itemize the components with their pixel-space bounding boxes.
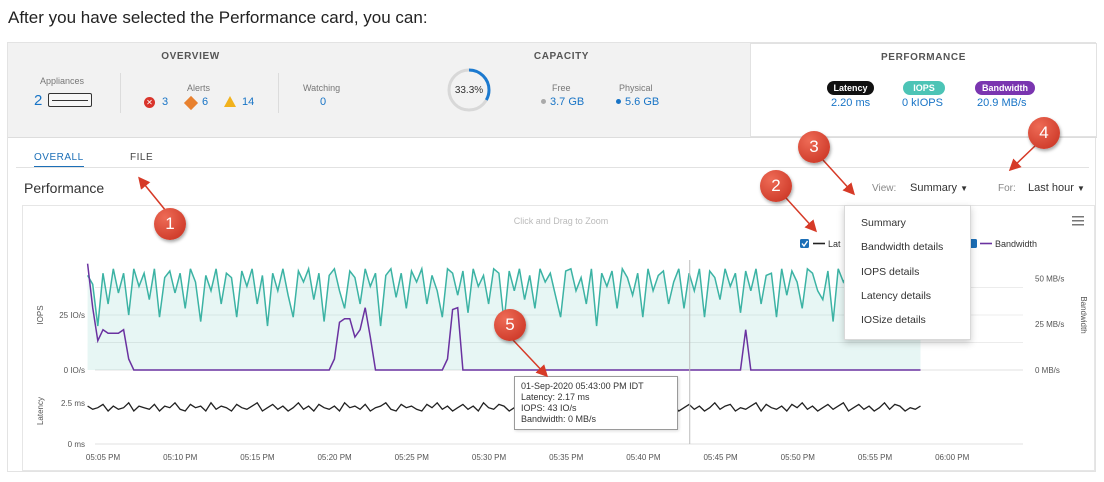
x-tick-label: 06:00 PM: [935, 453, 970, 462]
iops-tick-label: 0 IO/s: [64, 366, 85, 375]
for-label: For:: [998, 183, 1016, 194]
chevron-down-icon: ▼: [1076, 184, 1085, 193]
physical-label: Physical: [619, 83, 653, 93]
latency-value: 2.20 ms: [831, 97, 871, 109]
legend-bandwidth-label: Bandwidth: [995, 239, 1037, 249]
x-tick-label: 05:20 PM: [317, 453, 352, 462]
physical-value: 5.6 GB: [625, 96, 660, 108]
watching-count[interactable]: 0: [320, 96, 327, 108]
iops-pill: IOPS: [903, 81, 945, 95]
x-tick-label: 05:25 PM: [395, 453, 430, 462]
tab-overall[interactable]: OVERALL: [34, 152, 84, 168]
powerstore-dashboard: OVERVIEW Appliances 2 Alerts ✕ 3 6 14 Wa…: [7, 42, 1097, 472]
performance-card[interactable]: PERFORMANCE Latency 2.20 ms IOPS 0 kIOPS…: [750, 43, 1097, 137]
appliances-label: Appliances: [40, 76, 85, 86]
major-alert-icon: [183, 95, 199, 111]
callout-1: 1: [154, 208, 186, 240]
appliance-server-icon: [48, 93, 92, 107]
tooltip-bandwidth: Bandwidth: 0 MB/s: [521, 414, 597, 424]
latency-tick-label: 2.5 ms: [61, 399, 85, 408]
tooltip-latency: Latency: 2.17 ms: [521, 392, 590, 402]
tooltip-time: 01-Sep-2020 05:43:00 PM IDT: [521, 381, 644, 391]
latency-pill: Latency: [827, 81, 874, 95]
critical-alert-count[interactable]: 3: [162, 96, 169, 108]
x-tick-label: 05:05 PM: [86, 453, 121, 462]
callout-3-arrow: [822, 159, 856, 196]
bandwidth-tick-label: 0 MB/s: [1035, 366, 1060, 375]
callout-4-arrow: [1008, 144, 1037, 172]
legend-latency[interactable]: Lat: [800, 239, 841, 249]
x-tick-label: 05:40 PM: [626, 453, 661, 462]
x-tick-label: 05:45 PM: [703, 453, 738, 462]
series-latency-line: [87, 401, 921, 413]
for-dropdown[interactable]: Last hour ▼: [1028, 182, 1085, 194]
intro-text: After you have selected the Performance …: [8, 8, 428, 27]
free-dot-icon: [541, 99, 546, 104]
legend-bandwidth[interactable]: Bandwidth: [968, 239, 1037, 249]
x-tick-label: 05:10 PM: [163, 453, 198, 462]
minor-alert-icon: [224, 96, 236, 107]
x-tick-label: 05:15 PM: [240, 453, 275, 462]
chart-menu-icon[interactable]: [1072, 216, 1084, 226]
menu-item-iosize-details[interactable]: IOSize details: [861, 314, 926, 326]
overview-card-title: OVERVIEW: [161, 51, 220, 62]
chart-zoom-hint: Click and Drag to Zoom: [514, 216, 609, 226]
chart-tooltip: 01-Sep-2020 05:43:00 PM IDT Latency: 2.1…: [514, 376, 678, 430]
legend-latency-label: Lat: [828, 239, 841, 249]
tooltip-iops: IOPS: 43 IO/s: [521, 403, 577, 413]
view-dropdown-menu: Summary Bandwidth details IOPS details L…: [844, 205, 971, 340]
view-label: View:: [872, 183, 897, 194]
callout-3: 3: [798, 131, 830, 163]
bandwidth-axis-label: Bandwidth: [1079, 296, 1088, 333]
overview-card[interactable]: OVERVIEW Appliances 2 Alerts ✕ 3 6 14 Wa…: [8, 43, 373, 137]
view-dropdown-value: Summary: [910, 182, 958, 194]
bandwidth-pill: Bandwidth: [975, 81, 1035, 95]
minor-alert-count[interactable]: 14: [242, 96, 255, 108]
alerts-label: Alerts: [187, 83, 211, 93]
callout-2: 2: [760, 170, 792, 202]
chevron-down-icon: ▼: [960, 184, 969, 193]
performance-chart[interactable]: Click and Drag to Zoom Lat Bandwidth 05:…: [23, 206, 1094, 470]
major-alert-count[interactable]: 6: [202, 96, 209, 108]
iops-area: [87, 268, 921, 370]
appliances-count[interactable]: 2: [34, 92, 43, 109]
physical-dot-icon: [616, 99, 621, 104]
callout-4: 4: [1028, 117, 1060, 149]
view-dropdown[interactable]: Summary ▼: [910, 182, 968, 194]
x-tick-label: 05:50 PM: [781, 453, 816, 462]
free-label: Free: [552, 83, 571, 93]
capacity-donut: [447, 68, 491, 112]
menu-item-iops-details[interactable]: IOPS details: [861, 266, 920, 278]
for-dropdown-value: Last hour: [1028, 182, 1074, 194]
bandwidth-tick-label: 25 MB/s: [1035, 320, 1064, 329]
callout-5: 5: [494, 309, 526, 341]
bandwidth-tick-label: 50 MB/s: [1035, 274, 1064, 283]
watching-label: Watching: [303, 83, 341, 93]
latency-checkbox[interactable]: [800, 239, 809, 248]
x-tick-label: 05:30 PM: [472, 453, 507, 462]
series-bandwidth-line: [86, 263, 921, 371]
capacity-card[interactable]: CAPACITY 33.3% Free 3.7 GB Physical 5.6 …: [379, 43, 744, 137]
x-tick-label: 05:35 PM: [549, 453, 584, 462]
latency-tick-label: 0 ms: [68, 440, 85, 449]
x-tick-label: 05:55 PM: [858, 453, 893, 462]
iops-value: 0 kIOPS: [902, 97, 943, 109]
iops-axis-label: IOPS: [36, 305, 45, 324]
bandwidth-value: 20.9 MB/s: [977, 97, 1027, 109]
summary-cards: OVERVIEW Appliances 2 Alerts ✕ 3 6 14 Wa…: [8, 43, 1097, 137]
performance-card-title: PERFORMANCE: [881, 52, 966, 63]
capacity-card-title: CAPACITY: [533, 51, 590, 62]
menu-item-latency-details[interactable]: Latency details: [861, 290, 932, 302]
menu-item-bandwidth-details[interactable]: Bandwidth details: [861, 241, 944, 253]
capacity-percent: 33.3%: [454, 85, 484, 96]
free-value: 3.7 GB: [550, 96, 585, 108]
page-title: Performance: [24, 180, 105, 196]
latency-axis-label: Latency: [36, 397, 45, 425]
tab-file[interactable]: FILE: [130, 152, 154, 163]
menu-item-summary[interactable]: Summary: [861, 217, 906, 229]
iops-tick-label: 25 IO/s: [59, 311, 85, 320]
critical-alert-icon: ✕: [144, 97, 155, 108]
